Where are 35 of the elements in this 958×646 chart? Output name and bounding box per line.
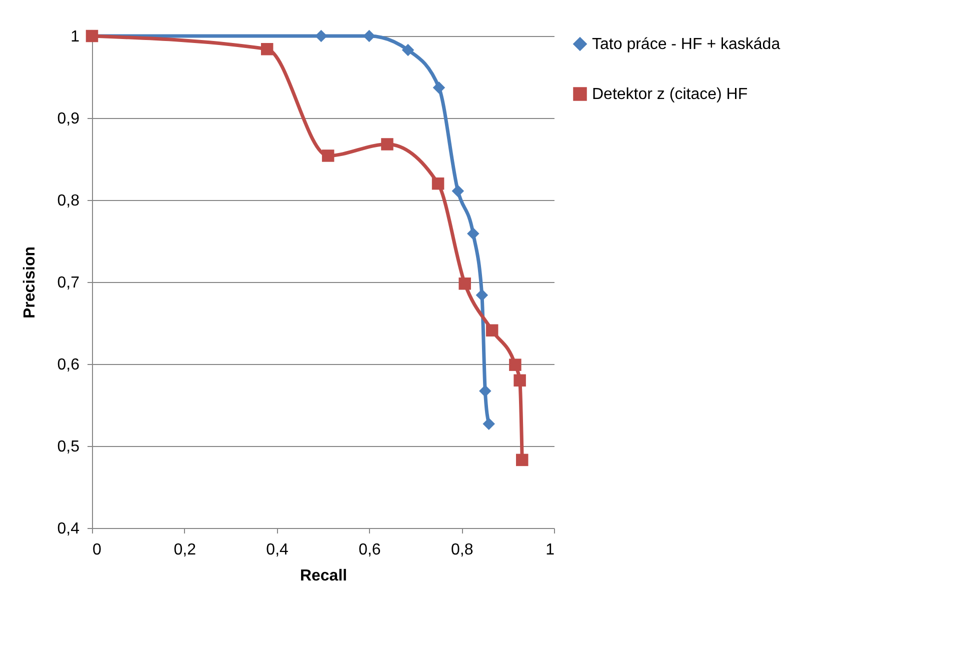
point [452,184,464,198]
point [432,177,444,190]
y-tick-label: 1 [70,28,80,46]
y-tick-label: 0,4 [57,520,80,538]
point [479,384,492,398]
x-tick-label: 1 [546,542,555,558]
x-tick-label: 0,6 [358,542,381,558]
x-tick-label: 0,2 [174,542,196,558]
point [516,454,528,466]
point [509,358,522,371]
y-tick-label: 0,6 [57,356,80,374]
point [402,44,414,56]
legend-label: Detektor z (citace) HF [592,86,748,103]
legend-label: Tato práce - HF + kaskáda [592,36,780,53]
point [363,30,376,42]
point [432,82,446,94]
x-tick-label: 0 [92,542,102,558]
point [514,374,526,387]
x-tick-label: 0,4 [266,542,289,558]
x-tick-label: 0,8 [450,542,474,558]
point [467,227,480,240]
point [458,278,471,290]
point [315,30,328,42]
y-tick-label: 0,9 [57,110,80,128]
y-tick-label: 0,7 [57,274,80,292]
point [381,138,394,150]
y-tick-label: 0,8 [57,192,80,210]
point [322,150,334,162]
y-axis-title: Precision [21,246,38,319]
point [260,42,274,56]
x-axis-title: Recall [300,568,348,584]
point [482,418,495,430]
point [486,324,498,337]
y-tick-label: 0,5 [57,438,80,456]
point [476,288,488,302]
